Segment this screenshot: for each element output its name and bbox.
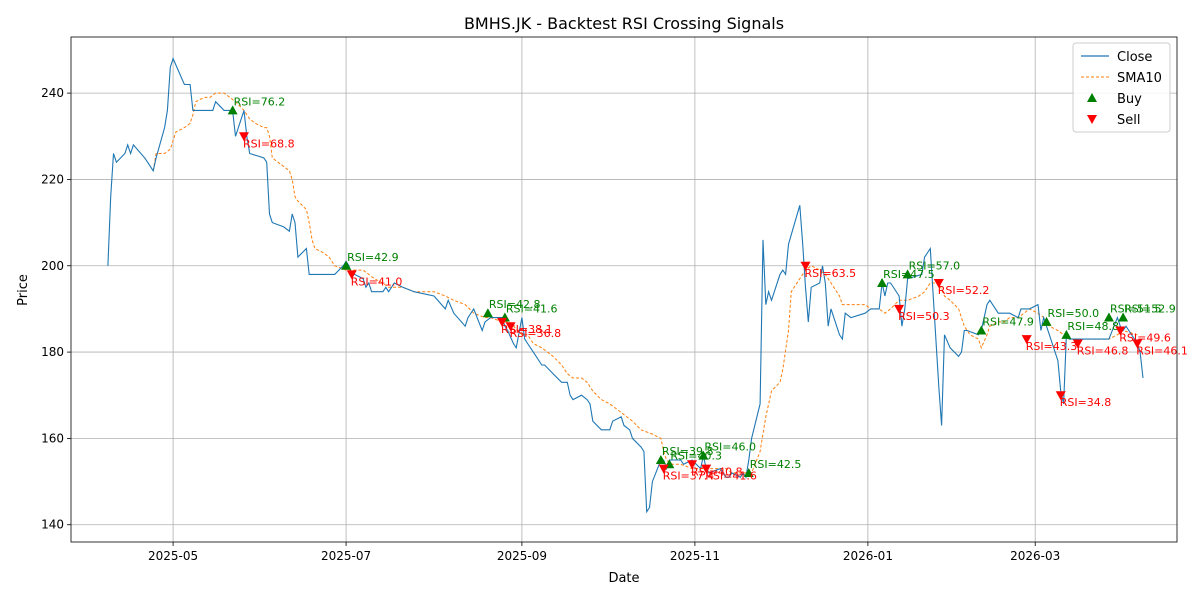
- y-tick-label: 180: [41, 345, 64, 359]
- y-tick-label: 160: [41, 431, 64, 445]
- sell-marker: [933, 279, 944, 289]
- buy-rsi-label: RSI=40.3: [670, 449, 722, 462]
- plot-frame: [70, 36, 1178, 543]
- x-tick-label: 2025-11: [670, 549, 720, 563]
- x-tick-label: 2026-03: [1010, 549, 1060, 563]
- y-tick-label: 240: [41, 86, 64, 100]
- sell-rsi-label: RSI=36.8: [510, 327, 562, 340]
- legend-sell-swatch: [1087, 115, 1097, 124]
- plot-content: RSI=76.2RSI=42.9RSI=42.8RSI=41.6RSI=39.8…: [107, 57, 1188, 514]
- buy-rsi-label: RSI=76.2: [234, 95, 286, 108]
- buy-marker: [341, 260, 352, 270]
- buy-marker: [698, 450, 709, 460]
- buy-rsi-label: RSI=42.9: [347, 251, 399, 264]
- x-axis-title: Date: [608, 571, 639, 586]
- grid-lines: [71, 37, 1177, 542]
- x-tick-label: 2025-09: [497, 549, 547, 563]
- legend-label: SMA10: [1117, 71, 1162, 86]
- sell-marker: [497, 317, 508, 327]
- buy-rsi-label: RSI=51.5: [1110, 303, 1162, 316]
- buy-rsi-label: RSI=47.9: [982, 316, 1034, 329]
- y-axis-ticks: 140 160 180 200 220 240: [41, 86, 71, 532]
- buy-rsi-label: RSI=48.8: [1067, 320, 1119, 333]
- sell-marker: [1021, 335, 1032, 345]
- sell-marker: [1115, 326, 1126, 336]
- buy-marker: [227, 105, 238, 115]
- buy-marker: [1061, 329, 1072, 339]
- sell-marker: [894, 304, 905, 314]
- sell-rsi-label: RSI=38.1: [501, 323, 553, 336]
- buy-marker: [482, 308, 493, 318]
- legend-label: Sell: [1117, 113, 1140, 128]
- buy-rsi-label: RSI=50.0: [1048, 307, 1100, 320]
- x-tick-label: 2025-07: [321, 549, 371, 563]
- legend-buy-swatch: [1087, 93, 1097, 102]
- sell-rsi-label: RSI=46.8: [1077, 344, 1129, 357]
- x-tick-label: 2026-01: [843, 549, 893, 563]
- sell-marker: [658, 464, 669, 474]
- buy-marker: [976, 325, 987, 335]
- chart-title: BMHS.JK - Backtest RSI Crossing Signals: [464, 14, 784, 33]
- buy-marker: [1118, 312, 1129, 322]
- y-tick-label: 220: [41, 172, 64, 186]
- buy-marker: [655, 454, 666, 464]
- x-tick-label: 2025-05: [148, 549, 198, 563]
- buy-marker: [1041, 316, 1052, 326]
- sell-rsi-label: RSI=41.0: [351, 275, 403, 288]
- sell-marker: [687, 460, 698, 470]
- sell-marker: [1055, 391, 1066, 401]
- sell-rsi-label: RSI=68.8: [243, 137, 295, 150]
- sell-marker: [701, 464, 712, 474]
- buy-rsi-label: RSI=42.5: [750, 458, 802, 471]
- y-axis-title: Price: [16, 274, 31, 306]
- sell-rsi-label: RSI=63.5: [804, 267, 856, 280]
- legend-box: [1072, 42, 1171, 133]
- sell-rsi-label: RSI=49.6: [1119, 332, 1171, 345]
- close-price-line: [107, 57, 1144, 514]
- sell-marker: [346, 270, 357, 280]
- buy-rsi-label: RSI=46.0: [704, 441, 756, 454]
- buy-marker: [902, 269, 913, 279]
- buy-rsi-label: RSI=39.8: [662, 445, 714, 458]
- buy-marker: [743, 467, 754, 477]
- sell-marker: [800, 261, 811, 271]
- sell-rsi-label: RSI=46.1: [1136, 344, 1188, 357]
- y-tick-label: 140: [41, 518, 64, 532]
- legend-label: Buy: [1117, 92, 1142, 107]
- buy-marker: [877, 278, 888, 288]
- sell-rsi-label: RSI=50.3: [898, 310, 950, 323]
- legend-label: Close: [1117, 50, 1152, 65]
- sell-marker: [505, 322, 516, 332]
- sell-rsi-label: RSI=37.4: [663, 470, 715, 483]
- sell-rsi-label: RSI=41.6: [705, 470, 757, 483]
- sma10-line: [152, 92, 1138, 474]
- y-tick-label: 200: [41, 259, 64, 273]
- buy-rsi-label: RSI=57.0: [909, 259, 961, 272]
- legend: Close SMA10 Buy Sell: [1072, 42, 1171, 133]
- buy-rsi-label: RSI=42.8: [489, 298, 541, 311]
- x-axis-ticks: 2025-05 2025-07 2025-09 2025-11 2026-01 2026-…: [148, 542, 1060, 563]
- sell-rsi-label: RSI=43.3: [1026, 340, 1078, 353]
- sell-rsi-label: RSI=34.8: [1060, 396, 1112, 409]
- buy-rsi-label: RSI=41.6: [506, 303, 558, 316]
- sell-marker: [1072, 339, 1083, 349]
- buy-rsi-label: RSI=52.9: [1124, 303, 1176, 316]
- sell-marker: [238, 132, 249, 142]
- buy-marker: [1103, 312, 1114, 322]
- sell-marker: [1132, 339, 1143, 349]
- sell-rsi-label: RSI=52.2: [938, 284, 990, 297]
